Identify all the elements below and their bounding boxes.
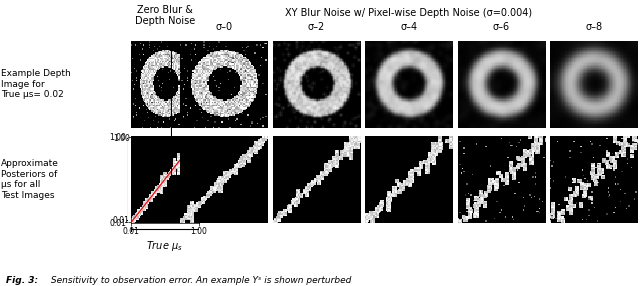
Text: Approximate
Posteriors of
μs for all
Test Images: Approximate Posteriors of μs for all Tes… — [1, 159, 59, 200]
Text: Example Depth
Image for
True μs= 0.02: Example Depth Image for True μs= 0.02 — [1, 69, 71, 99]
Text: Sensitivity to observation error. An example Yˢ is shown perturbed: Sensitivity to observation error. An exa… — [48, 276, 351, 285]
Text: True $\mu_s$: True $\mu_s$ — [147, 239, 183, 253]
Text: σ–8: σ–8 — [585, 22, 602, 32]
Text: σ–6: σ–6 — [493, 22, 510, 32]
Text: Zero Blur &
Depth Noise: Zero Blur & Depth Noise — [134, 5, 195, 26]
Text: σ–0: σ–0 — [216, 22, 233, 32]
Text: σ–4: σ–4 — [401, 22, 417, 32]
Text: σ–2: σ–2 — [308, 22, 325, 32]
Text: Fig. 3:: Fig. 3: — [6, 276, 38, 285]
Text: 1.00: 1.00 — [113, 134, 130, 143]
Text: XY Blur Noise w/ Pixel-wise Depth Noise (σ=0.004): XY Blur Noise w/ Pixel-wise Depth Noise … — [285, 8, 532, 18]
Text: 0.01: 0.01 — [113, 216, 130, 225]
